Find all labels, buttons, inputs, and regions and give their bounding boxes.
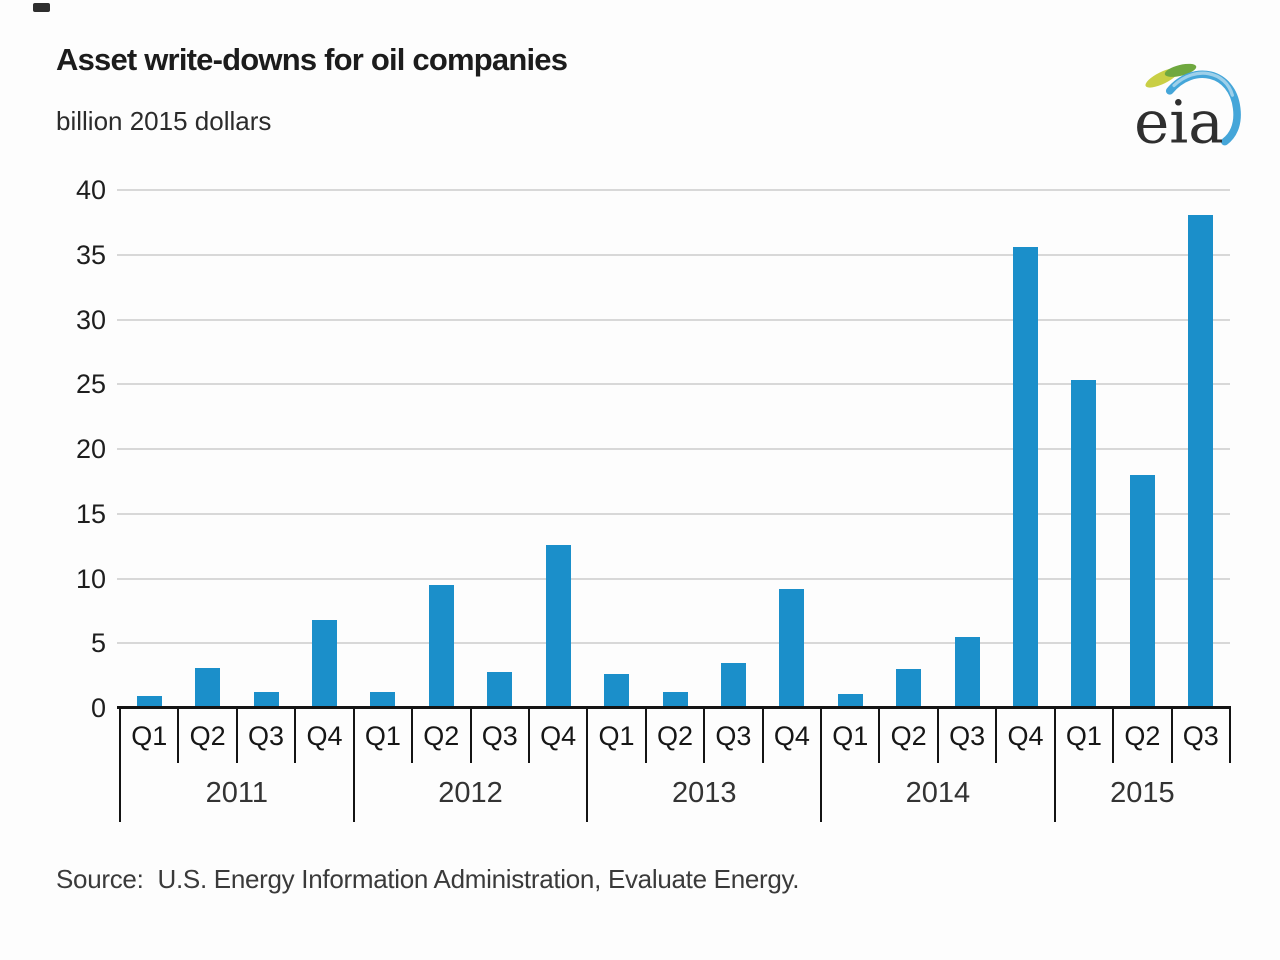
bar-2012-Q4 — [545, 544, 571, 708]
y-tick-label: 20 — [75, 434, 106, 464]
bar-2014-Q1 — [837, 693, 863, 708]
year-separator-line — [119, 708, 121, 822]
chart-unit-label: billion 2015 dollars — [56, 106, 272, 136]
quarter-separator-line — [527, 708, 530, 763]
year-label-2011: 2011 — [205, 777, 269, 809]
quarter-label: Q4 — [540, 721, 577, 751]
bar-2013-Q3 — [720, 662, 746, 708]
quarter-label: Q3 — [248, 721, 285, 751]
axis-end-line — [1229, 708, 1231, 763]
bar-2011-Q2 — [195, 667, 221, 708]
y-gridline — [117, 642, 1230, 645]
bar-2011-Q1 — [136, 696, 162, 708]
quarter-label: Q1 — [1065, 721, 1102, 751]
quarter-label: Q2 — [189, 721, 226, 751]
quarter-label: Q2 — [656, 721, 693, 751]
bar-2011-Q3 — [253, 692, 279, 708]
quarter-label: Q4 — [1007, 721, 1044, 751]
bar-2012-Q3 — [487, 671, 513, 708]
eia-logo: eia — [1133, 52, 1241, 160]
quarter-separator-line — [703, 708, 706, 763]
bar-2015-Q1 — [1071, 380, 1097, 708]
quarter-separator-line — [761, 708, 764, 763]
logo-blue-swoosh-highlight — [1172, 71, 1234, 97]
logo-leaf-green — [1164, 63, 1197, 77]
bar-2014-Q4 — [1013, 246, 1039, 708]
y-tick-label: 25 — [75, 369, 106, 400]
quarter-separator-line — [1112, 708, 1115, 763]
quarter-label: Q2 — [423, 721, 460, 751]
y-tick-label: 5 — [90, 628, 106, 659]
quarter-separator-line — [936, 708, 939, 763]
quarter-label: Q4 — [773, 721, 810, 751]
quarter-separator-line — [411, 708, 414, 763]
quarter-label: Q3 — [715, 721, 752, 751]
year-separator-line — [586, 708, 589, 822]
quarter-label: Q2 — [1124, 721, 1161, 751]
source-note: Source: U.S. Energy Information Administr… — [56, 864, 800, 895]
quarter-separator-line — [995, 708, 998, 763]
x-axis-line — [117, 706, 1231, 709]
y-tick-label: 40 — [75, 175, 106, 205]
quarter-label: Q1 — [832, 721, 869, 751]
quarter-separator-line — [1170, 708, 1173, 763]
quarter-label: Q3 — [481, 721, 518, 751]
bar-2015-Q2 — [1129, 474, 1155, 708]
eia-logo-graphic: eia — [1134, 63, 1241, 158]
quarter-label: Q3 — [1182, 721, 1219, 751]
quarter-label: Q1 — [364, 721, 401, 751]
y-gridline — [117, 253, 1230, 256]
y-gridline — [117, 383, 1230, 386]
source-text: U.S. Energy Information Administration, … — [157, 864, 800, 894]
quarter-separator-line — [644, 708, 647, 763]
y-tick-label: 35 — [75, 239, 106, 270]
year-label-2014: 2014 — [905, 777, 971, 809]
bar-2013-Q2 — [662, 692, 688, 708]
bar-2011-Q4 — [311, 619, 337, 708]
quarter-label: Q1 — [598, 721, 635, 751]
y-gridline — [117, 577, 1230, 580]
y-tick-label: 15 — [75, 498, 106, 529]
corner-dash-mark — [33, 3, 50, 12]
quarter-separator-line — [235, 708, 238, 763]
source-label: Source: — [56, 864, 144, 894]
quarter-label: Q1 — [131, 721, 168, 751]
bar-2015-Q3 — [1188, 214, 1214, 708]
y-gridline — [117, 448, 1230, 450]
quarter-separator-line — [294, 708, 297, 763]
year-label-2013: 2013 — [671, 777, 737, 809]
bar-2014-Q2 — [896, 669, 922, 708]
year-label-2015: 2015 — [1110, 777, 1175, 809]
y-gridline — [117, 189, 1230, 191]
year-separator-line — [820, 708, 823, 822]
y-tick-label: 30 — [75, 304, 106, 335]
quarter-label: Q4 — [306, 721, 343, 751]
year-separator-line — [1053, 708, 1056, 822]
quarter-separator-line — [469, 708, 472, 763]
y-gridline — [117, 512, 1230, 515]
year-label-2012: 2012 — [438, 777, 503, 809]
quarter-separator-line — [878, 708, 881, 763]
bar-2012-Q2 — [428, 584, 454, 708]
year-separator-line — [352, 708, 355, 822]
quarter-label: Q3 — [949, 721, 986, 751]
y-tick-label: 0 — [90, 693, 106, 723]
eia-logo-text: eia — [1134, 89, 1224, 158]
quarter-label: Q2 — [890, 721, 927, 751]
bar-2013-Q4 — [779, 588, 805, 708]
chart-title: Asset write-downs for oil companies — [56, 42, 568, 77]
bar-2014-Q3 — [954, 636, 980, 708]
y-tick-label: 10 — [75, 563, 106, 594]
bar-2012-Q1 — [370, 692, 396, 708]
quarter-separator-line — [177, 708, 180, 763]
bar-2013-Q1 — [604, 674, 630, 708]
y-gridline — [117, 318, 1230, 321]
